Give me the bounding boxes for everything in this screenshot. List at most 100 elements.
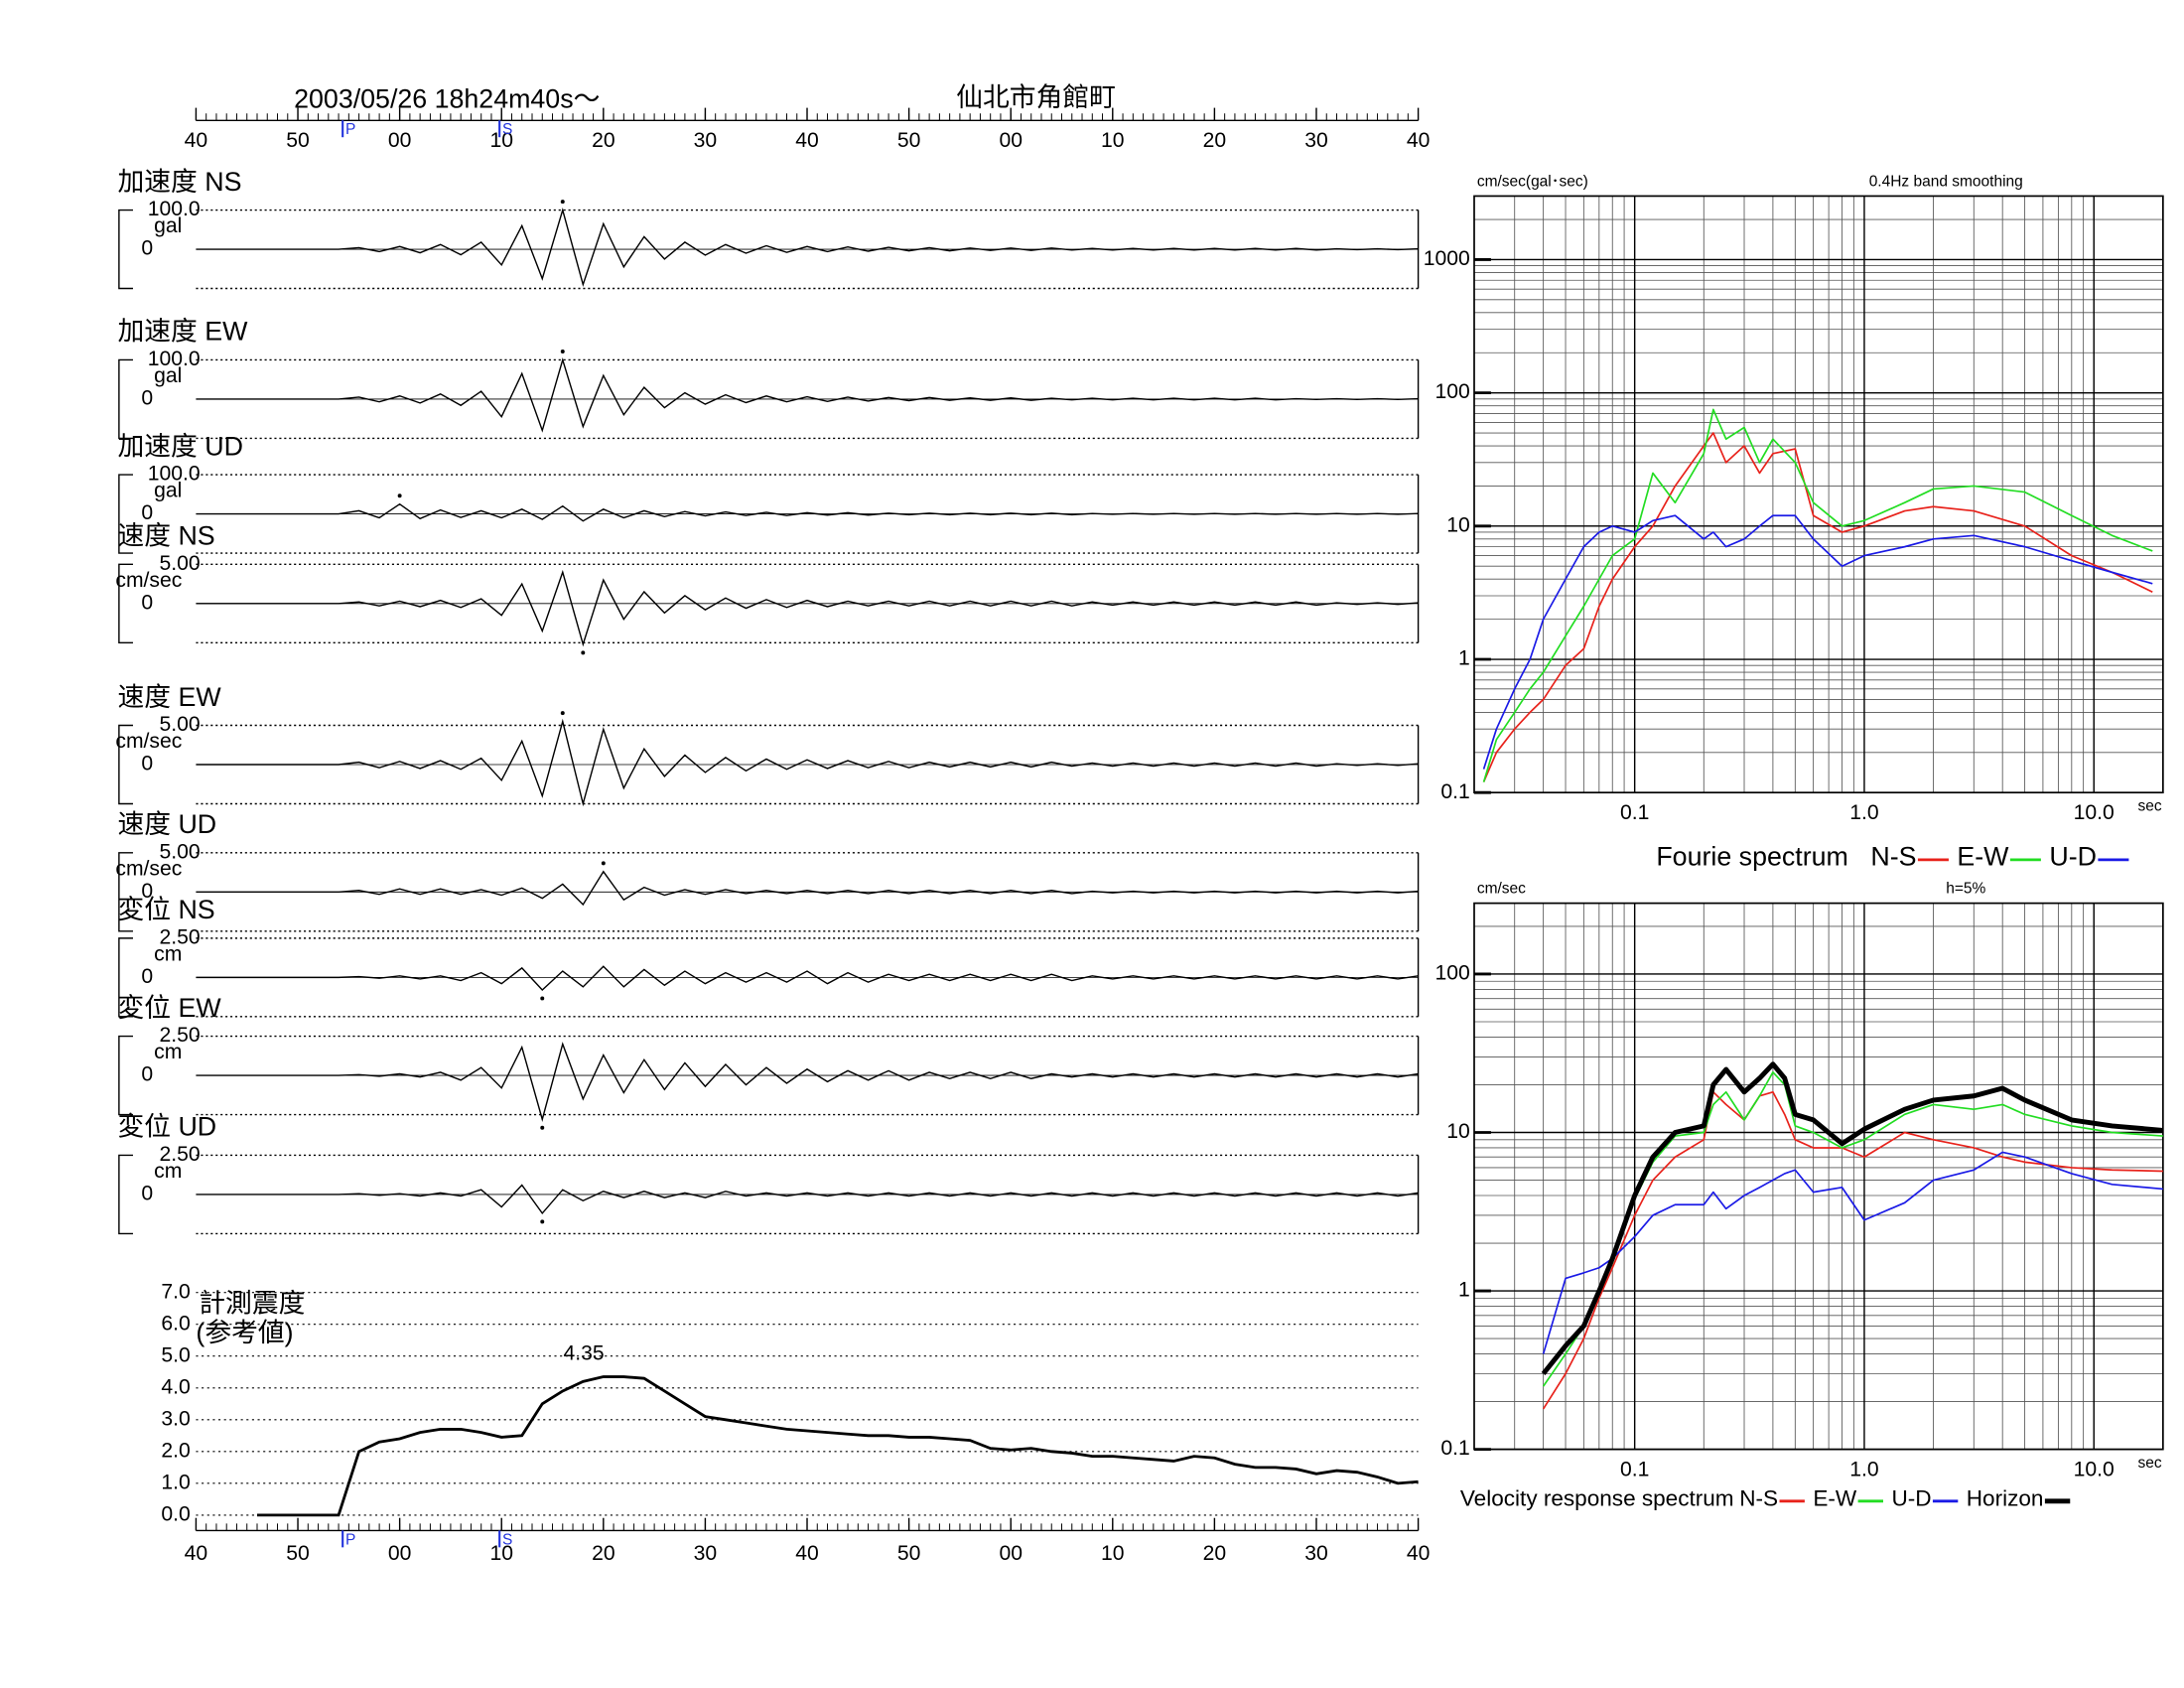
x-tick-label: 0.1 — [1620, 1458, 1649, 1480]
y-tick-label: 4.0 — [161, 1375, 190, 1398]
y-tick-label: 10 — [1446, 513, 1470, 536]
x-tick-label: 20 — [1203, 1542, 1227, 1565]
x-tick-label: 30 — [694, 1542, 718, 1565]
x-tick-label: 50 — [897, 129, 921, 152]
y-tick-label: 1.0 — [161, 1471, 190, 1493]
peak-dot — [601, 861, 606, 866]
waveform — [196, 965, 1419, 991]
waveform — [196, 356, 1419, 433]
waveform — [196, 870, 1419, 907]
phase-label: P — [345, 1531, 355, 1548]
legend-label: Horizon — [1967, 1485, 2044, 1510]
panel-title: 加速度 UD — [117, 431, 242, 461]
panel-title: 変位 NS — [117, 895, 214, 924]
x-tick-label: 20 — [1203, 129, 1227, 152]
record-title: 2003/05/26 18h24m40s〜 — [294, 84, 600, 114]
y-tick-label: 0 — [141, 1063, 153, 1086]
peak-dot — [540, 996, 545, 1001]
peak-dot — [540, 1125, 545, 1130]
x-tick-label: 1.0 — [1849, 1458, 1878, 1480]
unit-label: gal — [154, 364, 182, 387]
x-tick-label: 40 — [1407, 1542, 1431, 1565]
x-tick-label: 50 — [286, 129, 310, 152]
panel-title: 変位 UD — [117, 1112, 216, 1142]
y-tick-label: 6.0 — [161, 1312, 190, 1335]
x-tick-label: 10 — [489, 129, 513, 152]
legend-label: U-D — [2049, 842, 2097, 872]
phase-label: P — [345, 121, 355, 138]
y-tick-label: 0 — [141, 1183, 153, 1205]
panel-bracket — [118, 937, 133, 1018]
x-tick-label: 40 — [1407, 129, 1431, 152]
panel-title: 速度 NS — [117, 521, 214, 551]
x-tick-label: 40 — [795, 1542, 819, 1565]
panel-bracket — [118, 209, 133, 290]
chart-note: h=5% — [1946, 881, 1985, 898]
y-tick-label: 0 — [141, 753, 153, 775]
waveform — [196, 718, 1419, 807]
legend-label: U-D — [1891, 1485, 1931, 1510]
panel-title: 速度 UD — [117, 809, 216, 839]
peak-dot — [560, 711, 565, 716]
intensity-line — [256, 1375, 1419, 1517]
panel-title: 速度 EW — [117, 682, 221, 712]
x-unit: sec — [2137, 1455, 2161, 1472]
y-tick-label: 5.00 — [160, 552, 201, 575]
panel-bracket — [118, 852, 133, 932]
x-unit: sec — [2137, 797, 2161, 814]
x-tick-label: 0.1 — [1620, 801, 1649, 824]
waveform — [196, 1184, 1419, 1215]
waveform — [196, 1042, 1419, 1122]
y-tick-label: 2.50 — [160, 1143, 201, 1166]
x-tick-label: 30 — [1304, 129, 1328, 152]
unit-label: cm/sec — [115, 857, 182, 880]
y-tick-label: 3.0 — [161, 1407, 190, 1430]
panel-bracket — [118, 724, 133, 805]
panel-title: 加速度 EW — [117, 317, 248, 347]
intensity-subtitle: (参考値) — [196, 1318, 293, 1347]
x-tick-label: 40 — [795, 129, 819, 152]
panel-bracket — [118, 1035, 133, 1116]
y-unit: cm/sec — [1477, 881, 1526, 898]
x-tick-label: 30 — [694, 129, 718, 152]
y-tick-label: 5.00 — [160, 840, 201, 863]
unit-label: cm — [154, 1041, 182, 1063]
x-tick-label: 10.0 — [2074, 801, 2115, 824]
waveform — [196, 207, 1419, 287]
unit-label: cm — [154, 942, 182, 965]
y-tick-label: 2.50 — [160, 925, 201, 948]
y-tick-label: 0.0 — [161, 1502, 190, 1525]
y-tick-label: 100.0 — [148, 198, 201, 220]
x-tick-label: 10.0 — [2074, 1458, 2115, 1480]
unit-label: cm/sec — [115, 730, 182, 753]
legend-title: Fourie spectrum — [1656, 842, 1847, 872]
y-tick-label: 10 — [1446, 1120, 1470, 1143]
intensity-title: 計測震度 — [199, 1288, 305, 1318]
y-tick-label: 0 — [141, 387, 153, 410]
y-tick-label: 5.00 — [160, 713, 201, 736]
peak-label: 4.35 — [563, 1342, 604, 1365]
waveform — [196, 502, 1419, 522]
x-tick-label: 00 — [999, 1542, 1023, 1565]
panel-bracket — [118, 563, 133, 644]
spectrum-line — [1482, 514, 2153, 770]
y-tick-label: 100.0 — [148, 463, 201, 486]
peak-dot — [560, 350, 565, 353]
x-tick-label: 00 — [388, 129, 412, 152]
y-tick-label: 0 — [141, 965, 153, 988]
y-tick-label: 0 — [141, 591, 153, 614]
waveform — [196, 569, 1419, 647]
x-tick-label: 20 — [592, 129, 615, 152]
spectrum-line — [1542, 1151, 2163, 1354]
y-unit: cm/sec(gal･sec) — [1477, 173, 1588, 190]
y-tick-label: 0.1 — [1440, 1437, 1469, 1460]
x-tick-label: 1.0 — [1849, 801, 1878, 824]
y-tick-label: 0 — [141, 501, 153, 524]
x-tick-label: 00 — [388, 1542, 412, 1565]
y-tick-label: 1 — [1458, 1279, 1470, 1302]
legend-label: E-W — [1813, 1485, 1857, 1510]
unit-label: gal — [154, 214, 182, 237]
legend-label: N-S — [1739, 1485, 1778, 1510]
